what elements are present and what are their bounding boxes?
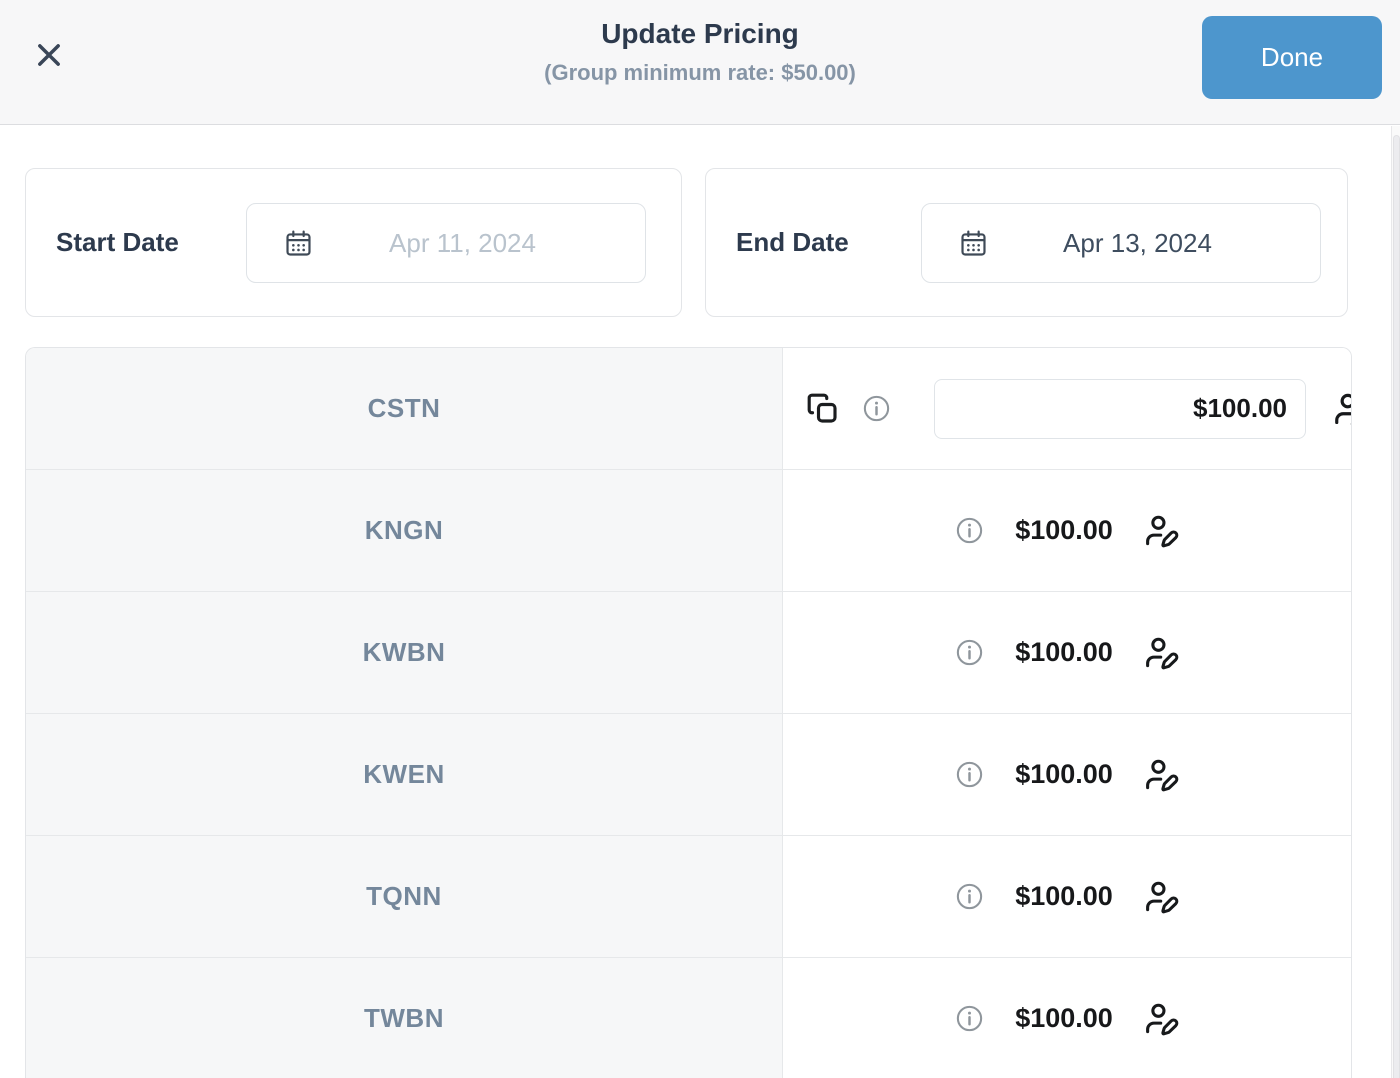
- room-code-cell: KWEN: [26, 714, 783, 835]
- person-edit-icon: [1143, 634, 1180, 671]
- table-row: CSTN: [26, 348, 1351, 470]
- room-code-cell: KWBN: [26, 592, 783, 713]
- room-code: CSTN: [367, 393, 441, 423]
- info-button[interactable]: [954, 881, 985, 912]
- person-edit-icon: [1143, 756, 1180, 793]
- room-code-cell: TQNN: [26, 836, 783, 957]
- room-code: TWBN: [364, 1003, 444, 1033]
- price-value: $100.00: [1015, 759, 1113, 789]
- page-title: Update Pricing: [601, 18, 799, 49]
- start-date-field[interactable]: Apr 11, 2024: [246, 203, 646, 283]
- price-cell: $100.00: [783, 958, 1351, 1078]
- price-value: $100.00: [1015, 881, 1113, 911]
- table-row: TWBN $100.00: [26, 958, 1351, 1078]
- room-code-cell: KNGN: [26, 470, 783, 591]
- end-date-field[interactable]: Apr 13, 2024: [921, 203, 1321, 283]
- price-cell: $100.00: [783, 714, 1351, 835]
- info-icon: [954, 515, 985, 546]
- price-cell: [783, 348, 1351, 469]
- table-row: KWBN $100.00: [26, 592, 1351, 714]
- end-date-value: Apr 13, 2024: [1063, 227, 1212, 258]
- modal-header: Update Pricing (Group minimum rate: $50.…: [0, 0, 1400, 125]
- page-subtitle: (Group minimum rate: $50.00): [544, 59, 856, 85]
- room-code-cell: CSTN: [26, 348, 783, 469]
- info-icon: [954, 759, 985, 790]
- person-edit-icon: [1143, 512, 1180, 549]
- assign-price-button[interactable]: [1332, 390, 1351, 428]
- room-code: KNGN: [364, 515, 444, 545]
- vertical-scrollbar-thumb[interactable]: [1393, 135, 1400, 1078]
- price-cell: $100.00: [783, 470, 1351, 591]
- info-button[interactable]: [954, 759, 985, 790]
- table-row: KWEN $100.00: [26, 714, 1351, 836]
- room-code: TQNN: [366, 881, 442, 911]
- start-date-value: Apr 11, 2024: [389, 227, 536, 258]
- end-date-card: End Date Apr 13, 2024: [705, 168, 1348, 317]
- price-cell: $100.00: [783, 592, 1351, 713]
- copy-button[interactable]: [805, 391, 841, 427]
- price-value: $100.00: [1015, 1003, 1113, 1033]
- copy-icon: [805, 391, 841, 427]
- price-value: $100.00: [1015, 515, 1113, 545]
- info-icon: [954, 881, 985, 912]
- info-button[interactable]: [954, 1003, 985, 1034]
- assign-price-button[interactable]: [1143, 756, 1180, 793]
- person-edit-icon: [1332, 390, 1351, 428]
- vertical-scrollbar-track[interactable]: [1391, 126, 1400, 1078]
- price-input[interactable]: [934, 378, 1306, 439]
- start-date-card: Start Date Apr 11, 2024: [25, 168, 682, 317]
- assign-price-button[interactable]: [1143, 878, 1180, 915]
- title-block: Update Pricing (Group minimum rate: $50.…: [200, 17, 1200, 86]
- calendar-icon: [958, 228, 989, 259]
- end-date-label: End Date: [736, 227, 849, 257]
- room-code: KWEN: [363, 759, 445, 789]
- table-row: KNGN $100.00: [26, 470, 1351, 592]
- close-button[interactable]: [24, 30, 74, 80]
- calendar-icon: [283, 228, 314, 259]
- info-icon: [954, 1003, 985, 1034]
- info-icon: [861, 393, 892, 424]
- person-edit-icon: [1143, 878, 1180, 915]
- price-cell: $100.00: [783, 836, 1351, 957]
- price-value: $100.00: [1015, 637, 1113, 667]
- info-button[interactable]: [861, 393, 892, 424]
- assign-price-button[interactable]: [1143, 634, 1180, 671]
- room-code: KWBN: [362, 637, 446, 667]
- person-edit-icon: [1143, 1000, 1180, 1037]
- start-date-label: Start Date: [56, 227, 179, 257]
- info-icon: [954, 637, 985, 668]
- done-button[interactable]: Done: [1202, 16, 1382, 99]
- pricing-table: CSTN: [25, 347, 1352, 1078]
- assign-price-button[interactable]: [1143, 1000, 1180, 1037]
- room-code-cell: TWBN: [26, 958, 783, 1078]
- info-button[interactable]: [954, 637, 985, 668]
- close-icon: [29, 35, 69, 75]
- assign-price-button[interactable]: [1143, 512, 1180, 549]
- info-button[interactable]: [954, 515, 985, 546]
- table-row: TQNN $100.00: [26, 836, 1351, 958]
